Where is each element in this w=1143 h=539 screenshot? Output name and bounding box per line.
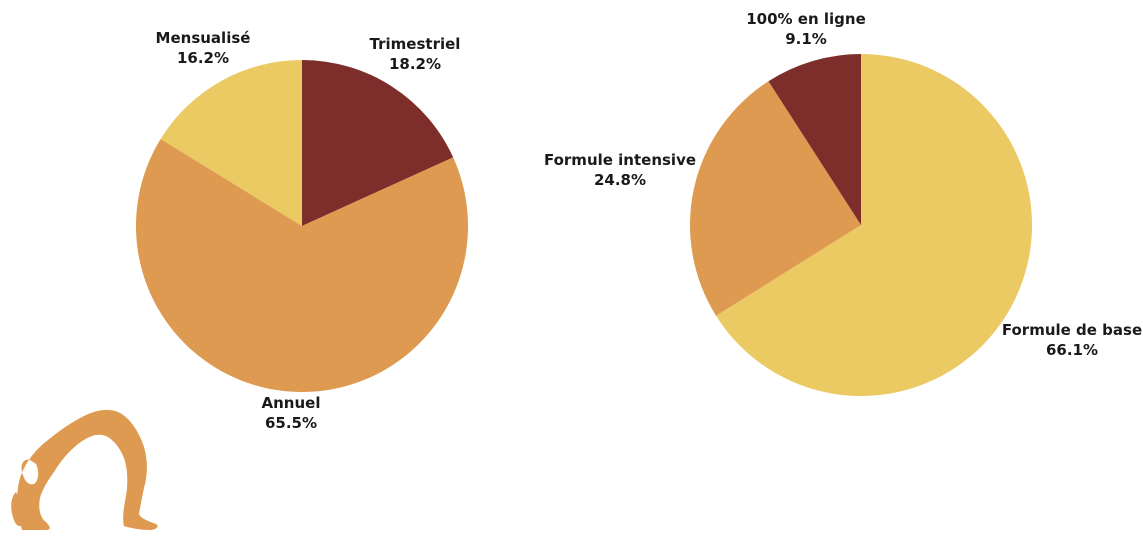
slice-value-label: 24.8% — [594, 171, 646, 189]
slice-value-label: 9.1% — [785, 30, 827, 48]
slice-label: Formule de base — [1002, 321, 1142, 339]
slice-value-label: 18.2% — [389, 55, 441, 73]
slice-value-label: 16.2% — [177, 49, 229, 67]
slice-value-label: 66.1% — [1046, 341, 1098, 359]
slice-label: 100% en ligne — [746, 10, 866, 28]
slice-label: Annuel — [262, 394, 321, 412]
pie-chart-1: Trimestriel 18.2% Annuel 65.5% Mensualisé 16.… — [136, 29, 468, 432]
slice-label: Formule intensive — [544, 151, 696, 169]
pie-chart-2: Formule de base 66.1% Formule intensive 24.… — [544, 10, 1142, 396]
yoga-backbend-figure-icon — [0, 400, 170, 539]
slice-value-label: 65.5% — [265, 414, 317, 432]
slice-label: Mensualisé — [156, 29, 251, 47]
slice-label: Trimestriel — [370, 35, 461, 53]
